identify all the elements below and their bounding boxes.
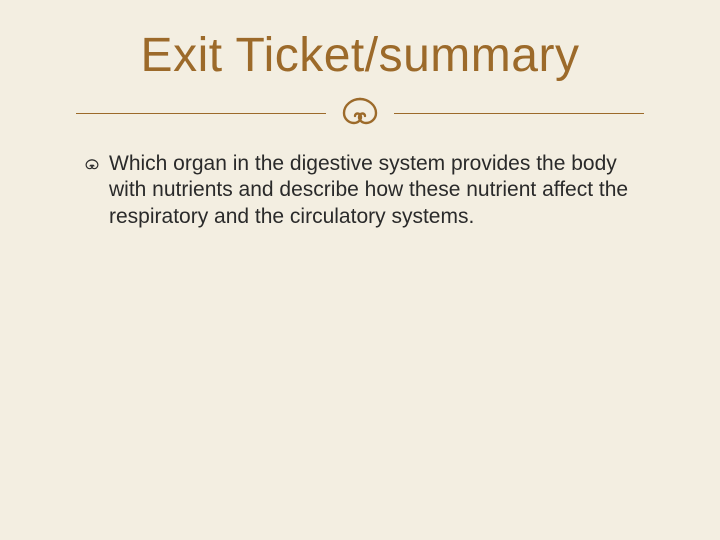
- list-item: Which organ in the digestive system prov…: [81, 151, 639, 230]
- slide-title: Exit Ticket/summary: [0, 0, 720, 83]
- body-text-block: Which organ in the digestive system prov…: [81, 151, 639, 230]
- slide: Exit Ticket/summary Which organ in the d…: [0, 0, 720, 540]
- bullet-flourish-icon: [81, 154, 103, 176]
- divider-line-right: [394, 113, 644, 114]
- body-item-text: Which organ in the digestive system prov…: [109, 151, 639, 230]
- title-divider: [76, 93, 644, 133]
- divider-line-left: [76, 113, 326, 114]
- flourish-icon: [330, 93, 390, 133]
